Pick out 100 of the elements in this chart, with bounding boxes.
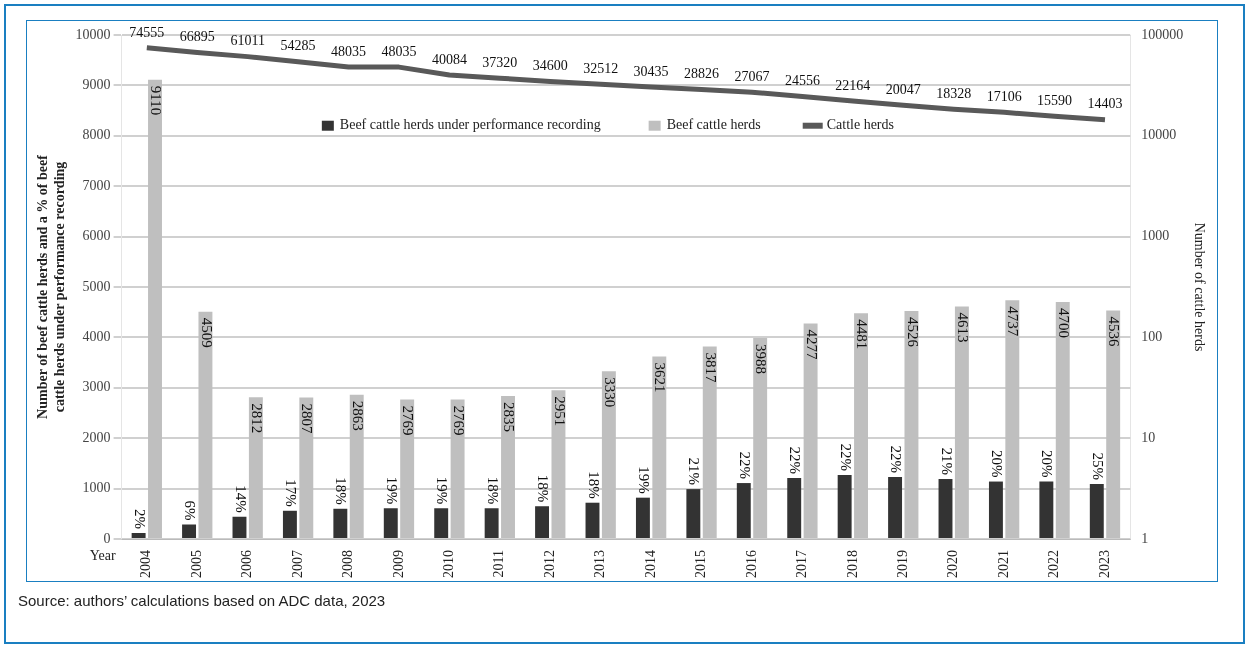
data-label: 20047 [885,82,921,98]
bar [232,516,247,538]
x-tick-label: 2020 [945,550,961,578]
bar [787,478,802,538]
x-tick-label: 2014 [642,550,658,578]
annotation: 21% [686,457,703,486]
data-label: 30435 [633,63,669,79]
y-tick-label: 6000 [82,228,111,244]
data-label: 4536 [1106,316,1123,347]
annotation: 22% [736,451,753,480]
bar [1039,481,1054,538]
data-label: 3817 [702,352,719,384]
legend-label: Cattle herds [826,117,894,133]
x-tick-label: 2011 [491,550,507,578]
data-label: 48035 [381,43,417,59]
annotation: 18% [585,471,602,499]
annotation: 22% [787,446,804,475]
x-tick-label: 2009 [390,550,406,578]
annotation: 19% [635,466,652,494]
x-tick-label: 2017 [794,550,810,578]
bar [1005,300,1020,538]
data-label: 2769 [450,405,467,436]
data-label: 17106 [986,88,1022,104]
bar [753,338,768,538]
data-label: 61011 [230,33,265,49]
x-tick-label: 2018 [844,550,860,578]
bar [400,399,415,538]
data-label: 3988 [753,344,770,374]
bar [702,346,717,538]
annotation: 18% [333,477,350,505]
x-tick-label: 2015 [693,550,709,578]
data-label: 22164 [835,77,871,93]
y-tick-label: 1000 [82,480,111,496]
bar [551,390,566,538]
x-axis-title: Year [89,547,116,563]
x-tick-label: 2005 [188,550,204,578]
bar [535,506,550,538]
bar [299,397,314,538]
annotation: 2% [131,508,148,529]
annotation: 18% [535,474,552,503]
x-tick-label: 2008 [340,550,356,578]
y2-axis-title: Number of cattle herds [1191,222,1207,352]
bar [484,508,499,538]
data-label: 24556 [784,73,820,89]
data-label: 32512 [583,60,619,76]
annotation: 20% [988,450,1005,478]
data-label: 34600 [532,58,568,74]
y2-tick-label: 10000 [1141,127,1177,143]
data-label: 4526 [904,316,921,348]
bar [652,356,667,538]
bar [383,508,398,538]
y-tick-label: 0 [103,530,111,546]
data-label: 2812 [248,403,265,434]
bar [837,474,852,538]
data-label: 2807 [299,403,316,435]
bar [349,394,364,538]
y-tick-label: 2000 [82,429,111,445]
x-tick-label: 2019 [894,550,910,578]
bar [938,479,953,538]
bar [854,313,868,538]
bar [686,489,701,538]
annotation: 25% [1089,452,1106,481]
y-tick-label: 3000 [82,379,111,395]
x-tick-label: 2004 [138,550,154,578]
data-label: 40084 [431,51,467,67]
x-tick-label: 2022 [1046,550,1062,578]
bar [1089,484,1104,538]
legend-label: Beef cattle herds under performance recording [339,117,601,133]
data-label: 66895 [179,29,215,45]
bar [333,508,348,538]
bar [585,502,600,538]
data-label: 4481 [854,319,871,350]
bar [954,306,969,538]
y-tick-label: 4000 [82,329,111,345]
bar [131,532,146,538]
source-note: Source: authors’ calculations based on ADC data, 2023 [18,592,386,609]
y2-tick-label: 100000 [1141,26,1184,42]
bar [450,399,465,538]
y2-tick-label: 10 [1141,429,1156,445]
bar [904,310,919,538]
annotation: 22% [888,445,905,474]
bar [282,510,297,538]
y2-tick-label: 1 [1141,530,1149,546]
data-label: 2863 [349,400,366,431]
annotation: 19% [434,476,451,505]
data-label: 2769 [400,405,417,436]
annotation: 17% [282,479,299,507]
annotation: 22% [837,443,854,471]
annotation: 21% [938,447,955,476]
y-tick-label: 8000 [82,127,111,143]
data-label: 15590 [1037,93,1073,109]
bar [736,483,751,538]
annotation: 18% [484,476,501,505]
data-label: 3621 [652,362,669,393]
data-label: 2835 [501,402,518,433]
y-axis-title: Number of beef cattle herds and a % of beef cattle herds under performance recording [35,154,67,419]
x-tick-label: 2007 [289,550,305,578]
data-label: 48035 [331,43,367,59]
bar [148,79,162,538]
bar [182,524,197,538]
